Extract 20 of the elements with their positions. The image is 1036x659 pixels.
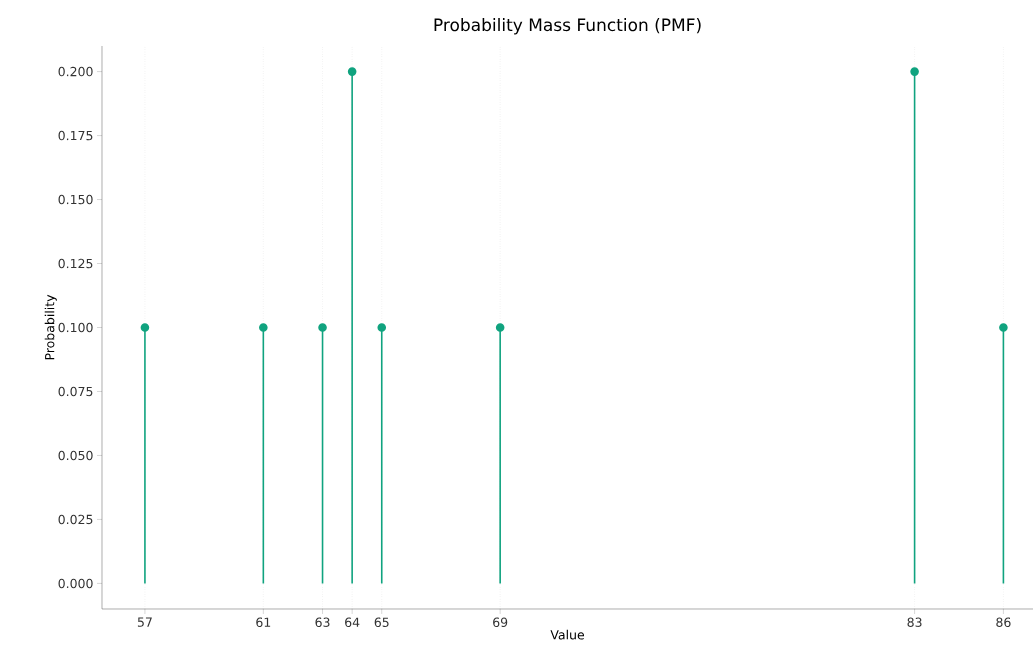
y-tick-label: 0.050 bbox=[58, 450, 93, 461]
x-tick-label: 83 bbox=[907, 617, 922, 627]
y-tick-label: 0.025 bbox=[58, 514, 93, 525]
y-tick-label: 0.175 bbox=[58, 130, 93, 141]
chart-title: Probability Mass Function (PMF) bbox=[434, 18, 701, 35]
x-tick-label: 64 bbox=[345, 617, 360, 627]
x-tick-label: 57 bbox=[137, 617, 152, 627]
x-axis-title: Value bbox=[550, 629, 585, 640]
y-tick-label: 0.125 bbox=[58, 258, 93, 269]
y-axis-title: Probability bbox=[44, 294, 57, 360]
x-tick-label: 69 bbox=[493, 617, 508, 627]
y-tick-label: 0.000 bbox=[58, 578, 93, 589]
x-tick-label: 61 bbox=[256, 617, 271, 627]
y-tick-label: 0.100 bbox=[58, 322, 93, 333]
x-tick-label: 65 bbox=[374, 617, 389, 627]
x-tick-label: 63 bbox=[315, 617, 330, 627]
y-tick-label: 0.075 bbox=[58, 386, 93, 397]
y-tick-label: 0.150 bbox=[58, 194, 93, 205]
x-tick-label: 86 bbox=[996, 617, 1011, 627]
y-tick-label: 0.200 bbox=[58, 66, 93, 77]
